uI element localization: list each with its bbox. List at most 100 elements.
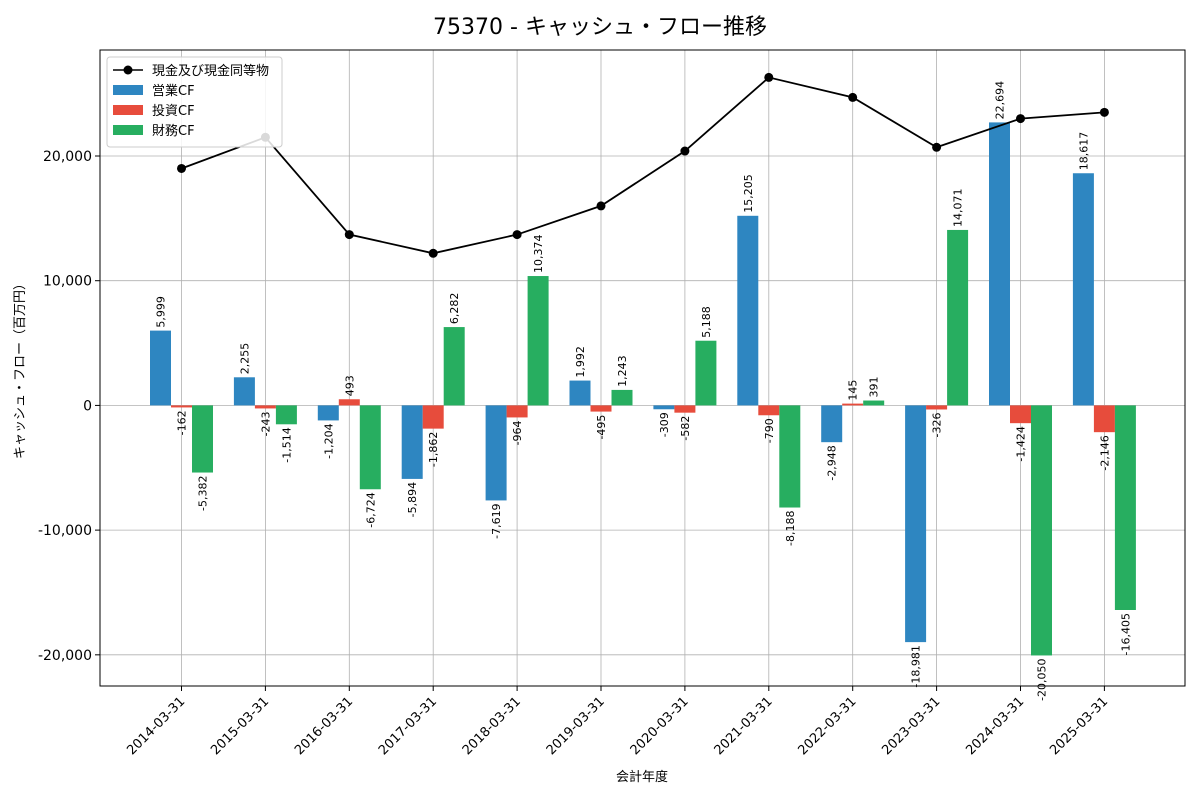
investing-cf-value-label: -1,862 <box>427 432 440 467</box>
operating-cf-value-label: -1,204 <box>322 423 335 458</box>
financing-cf-bar <box>443 327 465 406</box>
y-tick-label: -10,000 <box>38 523 92 539</box>
y-axis: -20,000 -10,000 0 10,000 20,000 <box>38 149 100 664</box>
investing-cf-bar <box>338 399 360 406</box>
cash-point <box>596 201 606 211</box>
bar-labels-group: 5,999 2,255 -1,204 -5,894 -7,619 1,992 -309 15,… <box>155 81 1133 701</box>
operating-cf-bar <box>401 405 423 479</box>
cash-point <box>764 72 774 82</box>
cash-line-group <box>177 72 1109 258</box>
legend-label-investing: 投資CF <box>152 103 195 119</box>
investing-cf-value-label: -790 <box>763 418 776 443</box>
investing-cf-value-label: -243 <box>259 411 272 436</box>
cash-point <box>1099 107 1109 117</box>
investing-cf-value-label: -1,424 <box>1015 426 1028 461</box>
financing-cf-bar <box>527 276 549 406</box>
investing-cf-value-label: -326 <box>931 412 944 437</box>
financing-cf-bar <box>1031 405 1052 656</box>
financing-cf-bar <box>947 229 969 406</box>
investing-cf-value-label: -2,146 <box>1098 435 1111 470</box>
investing-cf-value-label: 145 <box>847 380 860 401</box>
investing-cf-bar <box>1093 405 1115 433</box>
cash-point <box>344 230 354 240</box>
financing-cf-value-label: 14,071 <box>952 188 965 227</box>
investing-cf-bar <box>506 405 528 418</box>
cash-point <box>848 92 858 102</box>
financing-cf-value-label: -1,514 <box>280 427 293 462</box>
operating-cf-value-label: -5,894 <box>406 482 419 517</box>
legend-swatch-investing <box>113 105 143 115</box>
legend-line-marker <box>123 65 133 75</box>
legend-box <box>106 56 283 148</box>
operating-cf-value-label: 15,205 <box>742 174 755 213</box>
legend-label-financing: 財務CF <box>152 124 195 139</box>
financing-cf-bar <box>359 405 381 490</box>
financing-cf-bar <box>695 340 717 406</box>
investing-cf-value-label: -964 <box>511 420 524 445</box>
investing-cf-value-label: 493 <box>343 375 356 396</box>
cash-point <box>680 146 690 156</box>
financing-cf-bar <box>779 405 801 508</box>
operating-cf-bar <box>150 330 171 406</box>
operating-cf-bar <box>317 405 339 421</box>
financing-cf-value-label: 6,282 <box>448 293 461 325</box>
chart-title: 75370 - キャッシュ・フロー推移 <box>433 15 767 40</box>
cash-point <box>932 142 942 152</box>
financing-cf-value-label: -6,724 <box>364 492 377 527</box>
investing-cf-value-label: -162 <box>176 410 189 435</box>
investing-cf-bar <box>674 405 696 413</box>
investing-cf-bar <box>1010 405 1031 424</box>
legend-label-cash: 現金及び現金同等物 <box>152 63 269 79</box>
operating-cf-bar <box>821 405 843 443</box>
legend-swatch-operating <box>113 85 143 95</box>
investing-cf-bar <box>590 405 612 412</box>
plot-frame <box>99 49 1186 687</box>
x-axis-label: 会計年度 <box>616 769 668 785</box>
cash-point <box>1016 114 1025 124</box>
operating-cf-value-label: -309 <box>658 412 671 437</box>
financing-cf-bar <box>275 405 297 425</box>
operating-cf-value-label: 2,255 <box>238 343 251 375</box>
financing-cf-value-label: 391 <box>868 377 881 398</box>
financing-cf-value-label: -5,382 <box>197 476 210 511</box>
operating-cf-bar <box>653 405 675 410</box>
operating-cf-bar <box>989 122 1010 406</box>
legend-label-operating: 営業CF <box>152 83 195 99</box>
operating-cf-value-label: -18,981 <box>910 645 923 687</box>
operating-cf-value-label: 1,992 <box>574 346 587 378</box>
cash-point <box>177 163 186 173</box>
investing-cf-bar <box>758 405 780 416</box>
financing-cf-value-label: 5,188 <box>700 306 713 338</box>
investing-cf-value-label: -495 <box>595 415 608 440</box>
y-tick-label: -20,000 <box>38 648 92 664</box>
financing-cf-bar <box>611 389 633 406</box>
y-tick-label: 20,000 <box>43 149 92 165</box>
operating-cf-bar <box>233 377 255 406</box>
investing-cf-bar <box>171 405 192 408</box>
investing-cf-value-label: -582 <box>679 416 692 441</box>
y-axis-label: キャッシュ・フロー（百万円） <box>13 277 28 459</box>
operating-cf-value-label: -7,619 <box>490 503 503 538</box>
legend: 現金及び現金同等物 営業CF 投資CF 財務CF <box>106 56 283 148</box>
operating-cf-value-label: 22,694 <box>994 81 1007 120</box>
financing-cf-value-label: 1,243 <box>616 355 629 387</box>
operating-cf-value-label: 5,999 <box>155 296 168 328</box>
operating-cf-bar <box>905 405 927 643</box>
financing-cf-value-label: -8,188 <box>784 511 797 546</box>
y-tick-label: 10,000 <box>43 274 92 290</box>
operating-cf-bar <box>737 215 759 406</box>
operating-cf-value-label: -2,948 <box>826 445 839 480</box>
investing-cf-bar <box>254 405 276 409</box>
investing-cf-bar <box>422 405 444 429</box>
investing-cf-bar <box>842 403 864 406</box>
operating-cf-value-label: 18,617 <box>1077 132 1090 171</box>
financing-cf-bar <box>192 405 213 473</box>
financing-cf-value-label: 10,374 <box>532 235 545 274</box>
financing-cf-value-label: -20,050 <box>1036 658 1049 700</box>
bars-group <box>150 122 1136 656</box>
cash-point <box>428 248 438 258</box>
cash-point <box>512 230 522 240</box>
financing-cf-bar <box>1114 405 1136 610</box>
y-tick-label: 0 <box>83 398 92 414</box>
